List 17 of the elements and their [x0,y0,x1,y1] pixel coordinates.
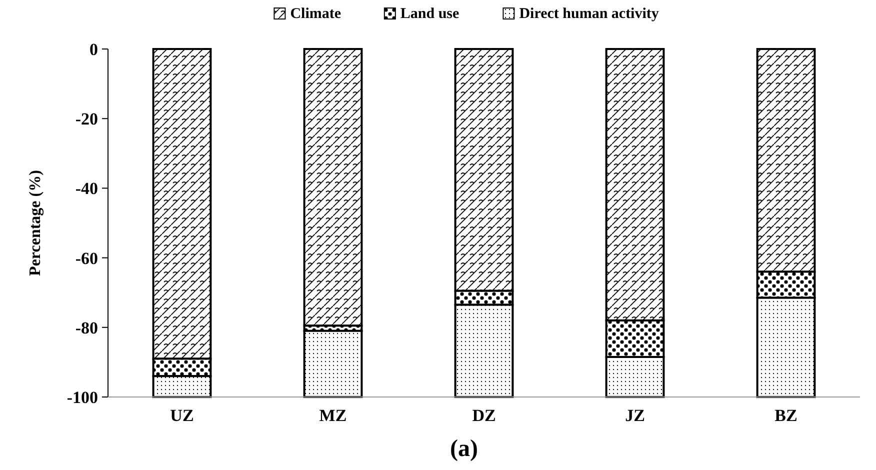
x-tick-label: DZ [472,406,496,425]
bar [303,48,363,327]
y-tick-label: -60 [75,248,98,268]
y-tick-label: -100 [66,388,98,407]
x-tick-label: MZ [319,406,347,425]
legend-label: Direct human activity [519,6,660,22]
y-axis-title: Percentage (%) [27,170,44,276]
x-tick-label: BZ [774,406,798,425]
legend-label: Climate [290,6,342,22]
text: (a) [450,436,478,462]
y-tick-label: -20 [75,110,98,129]
y-tick-label: -80 [75,318,98,338]
legend-label: Land use [400,6,460,22]
y-tick-label: 0 [90,40,98,59]
x-tick-label: JZ [625,406,645,425]
x-tick-label: UZ [170,406,194,425]
y-tick-label: -40 [75,179,98,198]
